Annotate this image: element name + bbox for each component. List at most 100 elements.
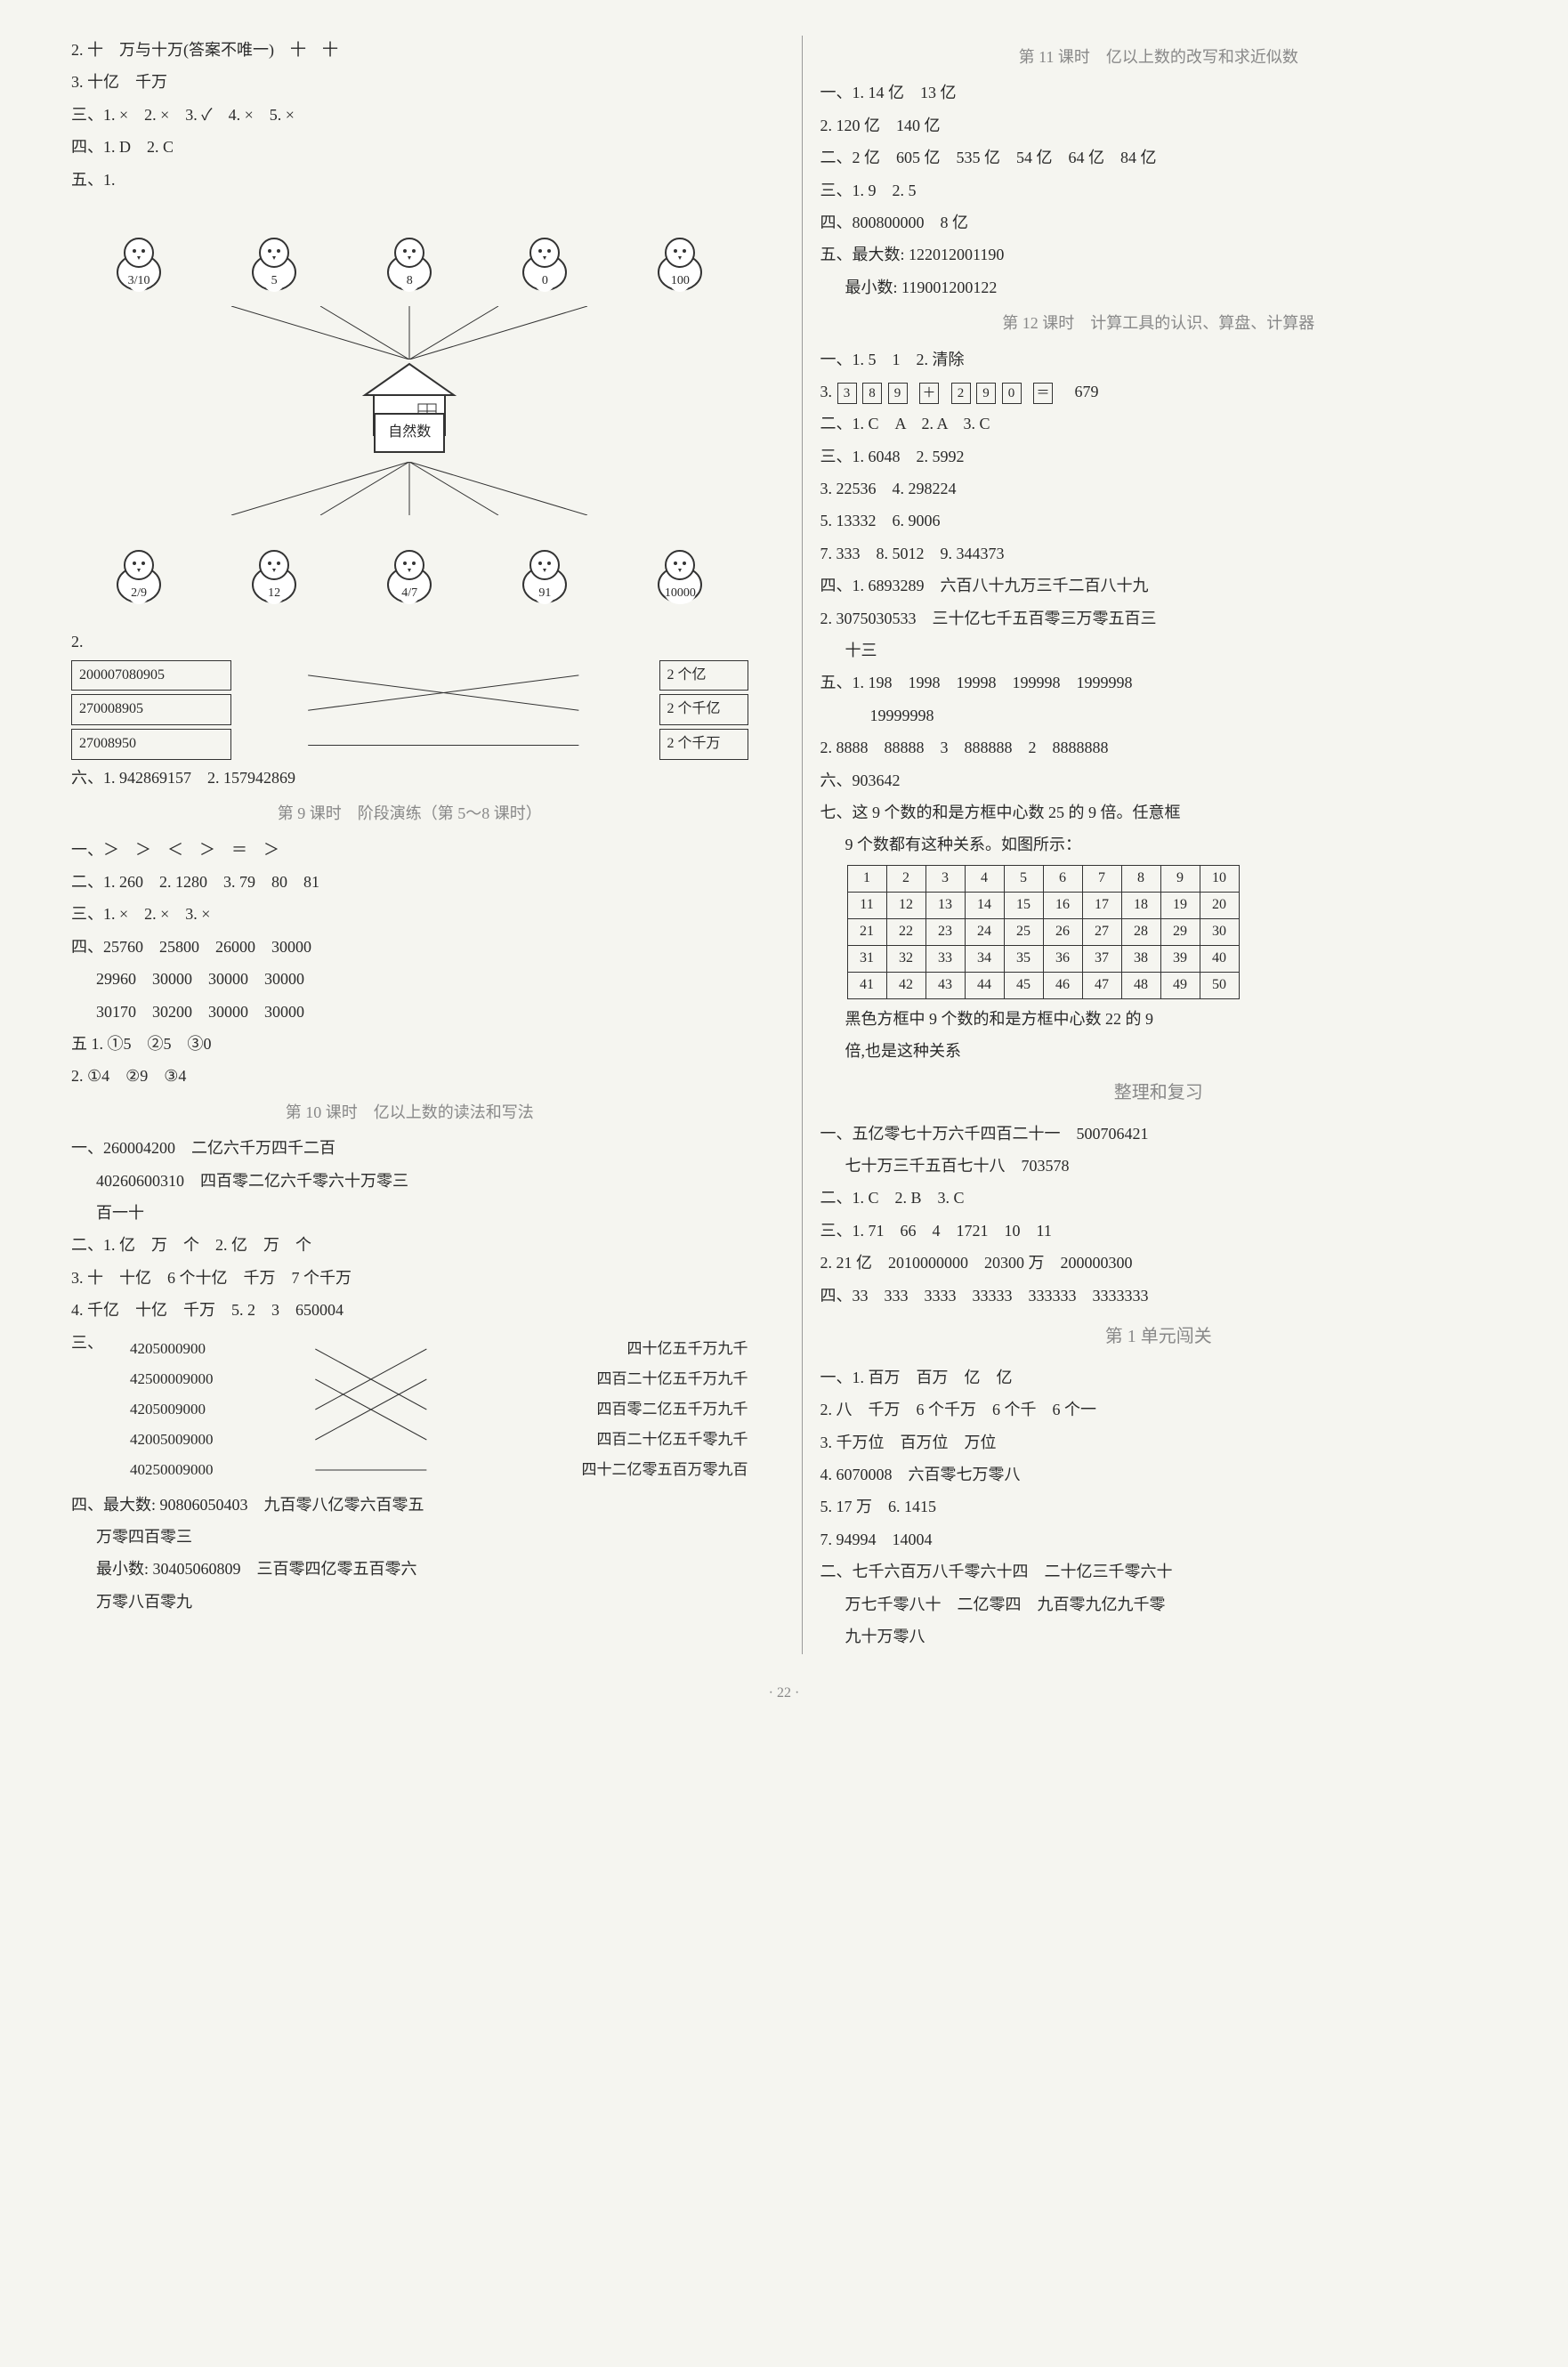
table-cell: 19 (1160, 892, 1200, 918)
text-line: 六、903642 (820, 766, 1498, 795)
text-line: 五、最大数: 122012001190 (820, 240, 1498, 269)
match-row: 200007080905 2 个亿 (71, 660, 748, 691)
table-row: 11121314151617181920 (847, 892, 1239, 918)
text-line: 四、1. 6893289 六百八十九万三千二百八十九 (820, 571, 1498, 600)
table-cell: 27 (1082, 918, 1121, 945)
table-cell: 45 (1004, 972, 1043, 998)
table-row: 31323334353637383940 (847, 945, 1239, 972)
table-cell: 28 (1121, 918, 1160, 945)
text-line: 29960 30000 30000 30000 (71, 965, 748, 993)
match-left: 270008905 (71, 694, 231, 725)
chick-label: 2/9 (128, 582, 150, 604)
chick-item: 4/7 (369, 522, 449, 611)
section-title: 第 11 课时 亿以上数的改写和求近似数 (820, 43, 1498, 71)
chick-item: 5 (234, 210, 314, 299)
chick-label: 10000 (665, 582, 696, 604)
chick-item: 3/10 (99, 210, 179, 299)
house-label: 自然数 (374, 413, 445, 453)
connector-lines-icon (187, 306, 632, 359)
text-line: 5. 17 万 6. 1415 (820, 1492, 1498, 1521)
table-cell: 35 (1004, 945, 1043, 972)
table-cell: 9 (1160, 865, 1200, 892)
chick-item: 100 (640, 210, 720, 299)
text-line: 2. 3075030533 三十亿七千五百零三万零五百三 (820, 604, 1498, 633)
table-cell: 34 (965, 945, 1004, 972)
text-line: 五 1. ①5 ②5 ③0 (71, 1030, 748, 1058)
table-cell: 3 (925, 865, 965, 892)
table-cell: 2 (886, 865, 925, 892)
chick-item: 0 (505, 210, 585, 299)
table-cell: 38 (1121, 945, 1160, 972)
table-cell: 22 (886, 918, 925, 945)
match-diagram: 200007080905 2 个亿 270008905 2 个千亿 270089… (71, 660, 748, 760)
table-cell: 26 (1043, 918, 1082, 945)
text-line: 7. 94994 14004 (820, 1525, 1498, 1554)
table-row: 12345678910 (847, 865, 1239, 892)
match-right: 2 个千万 (659, 729, 748, 760)
text-line: 2. 8888 88888 3 888888 2 8888888 (820, 733, 1498, 762)
text-label: 三、 (71, 1329, 103, 1490)
section-title: 第 12 课时 计算工具的认识、算盘、计算器 (820, 309, 1498, 337)
key-digit: 0 (1002, 383, 1022, 404)
match-right: 2 个亿 (659, 660, 748, 691)
table-cell: 24 (965, 918, 1004, 945)
text-line: 二、七千六百万八千零六十四 二十亿三千零六十 (820, 1557, 1498, 1586)
text-line: 30170 30200 30000 30000 (71, 998, 748, 1026)
table-cell: 47 (1082, 972, 1121, 998)
text-line: 四、33 333 3333 33333 333333 3333333 (820, 1281, 1498, 1310)
key-digit: 9 (976, 383, 996, 404)
text-line: 黑色方框中 9 个数的和是方框中心数 22 的 9 (820, 1005, 1498, 1033)
table-cell: 17 (1082, 892, 1121, 918)
text-line: 二、1. C 2. B 3. C (820, 1184, 1498, 1212)
text-line: 19999998 (820, 701, 1498, 730)
text-line: 二、2 亿 605 亿 535 亿 54 亿 64 亿 84 亿 (820, 143, 1498, 172)
text-line: 最小数: 119001200122 (820, 273, 1498, 302)
text-line: 4. 千亿 十亿 千万 5. 2 3 650004 (71, 1296, 748, 1324)
text-line: 一、＞ ＞ ＜ ＞ ＝ ＞ (71, 836, 748, 864)
text-line: 一、1. 百万 百万 亿 亿 (820, 1363, 1498, 1392)
section-title: 第 1 单元闯关 (820, 1321, 1498, 1353)
text-line: 四、最大数: 90806050403 九百零八亿零六百零五 (71, 1490, 748, 1519)
page-number: · 22 · (71, 1681, 1497, 1707)
chick-label: 5 (263, 270, 285, 292)
table-cell: 4 (965, 865, 1004, 892)
table-cell: 39 (1160, 945, 1200, 972)
link-left: 42005009000 (130, 1425, 214, 1455)
table-cell: 8 (1121, 865, 1160, 892)
table-cell: 6 (1043, 865, 1082, 892)
chick-item: 2/9 (99, 522, 179, 611)
table-cell: 20 (1200, 892, 1239, 918)
table-cell: 49 (1160, 972, 1200, 998)
match-left: 27008950 (71, 729, 231, 760)
table-cell: 7 (1082, 865, 1121, 892)
text-line: 万零四百零三 (71, 1523, 748, 1551)
text-line: 十三 (820, 636, 1498, 665)
table-cell: 15 (1004, 892, 1043, 918)
key-digit: 9 (888, 383, 908, 404)
text-line: 七、这 9 个数的和是方框中心数 25 的 9 倍。任意框 (820, 798, 1498, 827)
key-equals: ＝ (1033, 383, 1053, 404)
chick-item: 8 (369, 210, 449, 299)
match-row: 27008950 2 个千万 (71, 729, 748, 760)
text-line: 四、800800000 8 亿 (820, 208, 1498, 237)
chick-row-bottom: 2/9 12 4/7 91 10000 (71, 522, 748, 611)
section-title: 第 10 课时 亿以上数的读法和写法 (71, 1098, 748, 1127)
text-line: 2. (71, 633, 84, 650)
table-cell: 14 (965, 892, 1004, 918)
text-line: 倍,也是这种关系 (820, 1037, 1498, 1065)
table-cell: 48 (1121, 972, 1160, 998)
text-line: 2. 十 万与十万(答案不唯一) 十 十 (71, 36, 748, 64)
table-cell: 33 (925, 945, 965, 972)
left-column: 2. 十 万与十万(答案不唯一) 十 十 3. 十亿 千万 三、1. × 2. … (71, 36, 766, 1654)
number-table: 12345678910 11121314151617181920 2122232… (847, 865, 1240, 999)
table-cell: 46 (1043, 972, 1082, 998)
text-line: 三、1. 6048 2. 5992 (820, 442, 1498, 471)
table-cell: 36 (1043, 945, 1082, 972)
table-cell: 30 (1200, 918, 1239, 945)
table-cell: 29 (1160, 918, 1200, 945)
chick-item: 91 (505, 522, 585, 611)
text-line: 2. ①4 ②9 ③4 (71, 1062, 748, 1090)
table-cell: 5 (1004, 865, 1043, 892)
text-line: 百一十 (71, 1199, 748, 1227)
table-row: 41424344454647484950 (847, 972, 1239, 998)
